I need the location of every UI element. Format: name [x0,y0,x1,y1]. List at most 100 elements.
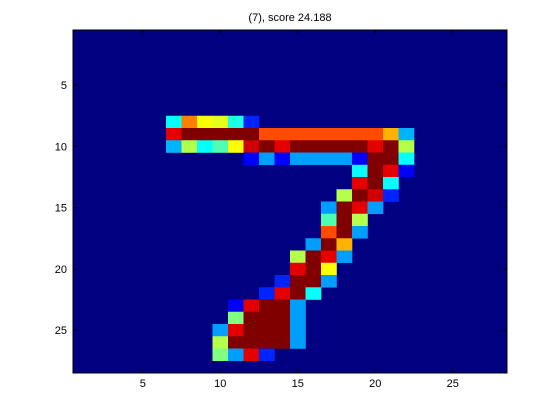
heatmap-cell [243,299,260,313]
heatmap-cell [352,152,368,166]
heatmap-cell [243,140,260,153]
heatmap-cell [336,189,353,202]
heatmap-cell [352,164,368,178]
heatmap-cell [181,128,198,141]
heatmap-cell [321,152,337,166]
heatmap-cell [259,128,275,141]
heatmap-cell [336,226,353,239]
x-tick-label: 20 [369,378,381,390]
heatmap-cell [305,262,322,276]
x-tick-label: 25 [447,378,459,390]
heatmap-cell [398,140,415,153]
heatmap-cell [181,140,198,153]
heatmap-cell [305,238,322,251]
chart-title: (7), score 24.188 [248,12,332,24]
heatmap-cell [212,140,229,153]
heatmap-cell [383,164,399,178]
heatmap-cell [367,152,384,166]
heatmap-cell [259,152,275,166]
heatmap-cell [290,128,306,141]
heatmap-cell [367,164,384,178]
axes-frame [72,29,508,374]
heatmap-cell [383,128,399,141]
heatmap-cell [212,348,229,362]
y-tick-label: 10 [55,141,67,153]
heatmap-cell [243,152,260,166]
x-tick-label: 5 [140,378,146,390]
heatmap-cell [212,336,229,349]
heatmap-cell [259,348,275,362]
heatmap-cell [181,115,198,129]
heatmap-cell [352,201,368,215]
heatmap-cell [290,262,306,276]
heatmap-cell [274,336,291,349]
heatmap-cell [259,140,275,153]
heatmap-cell [290,311,306,325]
heatmap-cell [398,128,415,141]
heatmap-cell [228,348,244,362]
heatmap-cell [321,128,337,141]
heatmap-cell [352,128,368,141]
heatmap-cell [274,324,291,337]
heatmap-cell [228,128,244,141]
heatmap-cell [274,275,291,288]
heatmap-cell [336,128,353,141]
heatmap-cell [383,189,399,202]
heatmap-cell [321,275,337,288]
heatmap-cell [367,177,384,190]
heatmap-cell [243,128,260,141]
y-tick-label: 25 [55,325,67,337]
heatmap-cell [290,140,306,153]
heatmap-cell [321,250,337,264]
heatmap-cell [336,213,353,227]
heatmap-cell [290,336,306,349]
heatmap-cell [305,152,322,166]
heatmap-cell [259,299,275,313]
heatmap-cell [321,213,337,227]
heatmap-cell [274,140,291,153]
heatmap-cell [305,250,322,264]
heatmap-cell [336,201,353,215]
heatmap-cell [259,287,275,300]
y-tick-label: 15 [55,203,67,215]
heatmap-cell [274,287,291,300]
heatmap-cell [197,140,213,153]
heatmap-cell [398,164,415,178]
heatmap-cell [290,275,306,288]
heatmap-cell [259,324,275,337]
heatmap-cell [166,140,182,153]
heatmap-cell [166,128,182,141]
heatmap-cell [352,213,368,227]
heatmap-cell [367,189,384,202]
heatmap-cell [290,299,306,313]
heatmap-cell [305,140,322,153]
heatmap-cell [212,128,229,141]
heatmap-cell [336,250,353,264]
heatmap-cell [305,275,322,288]
heatmap-cell [383,140,399,153]
heatmap-cell [367,128,384,141]
y-tick-label: 5 [61,80,67,92]
heatmap-cell [197,115,213,129]
heatmap-cell [290,152,306,166]
heatmap-cell [290,324,306,337]
x-tick-label: 10 [214,378,226,390]
heatmap-cell [166,115,182,129]
x-tick-label: 15 [292,378,304,390]
heatmap-cell [336,140,353,153]
heatmap-cell [290,287,306,300]
heatmap-cell [212,324,229,337]
heatmap-cell [259,336,275,349]
heatmap-cell [367,201,384,215]
heatmap-cell [228,336,244,349]
heatmap-cell [352,226,368,239]
heatmap-cell [336,238,353,251]
heatmap-cell [398,152,415,166]
heatmap-cell [290,250,306,264]
heatmap-cell [243,336,260,349]
heatmap-cell [228,140,244,153]
heatmap-cell [321,226,337,239]
heatmap-cell [352,140,368,153]
y-tick-label: 20 [55,264,67,276]
